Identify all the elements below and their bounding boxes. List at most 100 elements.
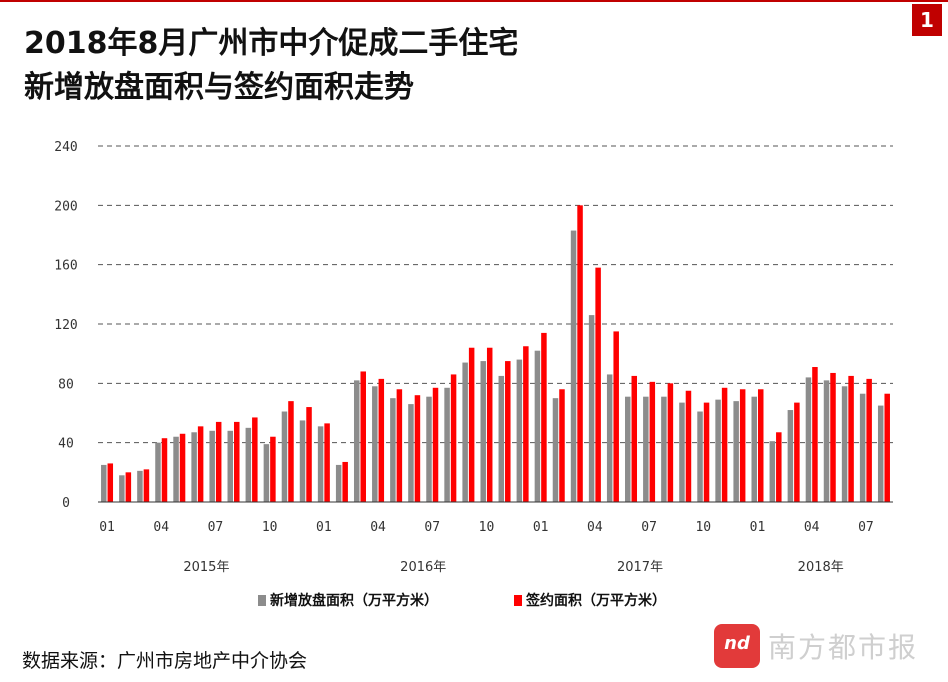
bar-signed bbox=[866, 378, 872, 502]
bar-signed bbox=[812, 367, 818, 502]
bar-new-listing bbox=[625, 396, 631, 502]
chart-title-line-2: 新增放盘面积与签约面积走势 bbox=[24, 70, 414, 105]
x-tick-label: 04 bbox=[587, 520, 603, 535]
bar-signed bbox=[830, 372, 836, 502]
legend-label: 签约面积（万平方米） bbox=[525, 592, 666, 609]
bar-new-listing bbox=[426, 396, 432, 502]
bar-new-listing bbox=[408, 404, 414, 502]
bar-signed bbox=[884, 393, 890, 502]
bar-signed bbox=[595, 267, 601, 502]
bar-signed bbox=[234, 421, 240, 502]
x-tick-label: 07 bbox=[858, 520, 874, 535]
bar-new-listing bbox=[859, 393, 866, 502]
bar-new-listing bbox=[353, 380, 360, 502]
bar-new-listing bbox=[209, 430, 215, 502]
newspaper-watermark: nd 南方都市报 bbox=[714, 624, 936, 670]
bar-signed bbox=[486, 347, 493, 502]
bar-signed bbox=[848, 375, 854, 502]
x-tick-label: 07 bbox=[424, 520, 440, 535]
bar-new-listing bbox=[877, 405, 884, 502]
bar-signed bbox=[667, 383, 674, 502]
x-tick-label: 04 bbox=[370, 520, 386, 535]
bar-signed bbox=[324, 423, 330, 502]
x-year-label: 2015年 bbox=[183, 560, 229, 575]
y-tick-label: 160 bbox=[54, 259, 77, 274]
bar-signed bbox=[215, 421, 222, 502]
bar-new-listing bbox=[191, 432, 197, 502]
bar-new-listing bbox=[769, 441, 776, 502]
bar-new-listing bbox=[805, 377, 812, 502]
bar-signed bbox=[559, 389, 565, 502]
bar-new-listing bbox=[317, 426, 324, 502]
newspaper-name: 南方都市报 bbox=[768, 631, 919, 664]
x-tick-label: 01 bbox=[99, 520, 115, 535]
x-tick-label: 01 bbox=[750, 520, 766, 535]
bar-signed bbox=[613, 331, 619, 502]
bar-new-listing bbox=[498, 375, 505, 502]
bar-signed bbox=[179, 433, 186, 502]
y-tick-label: 240 bbox=[54, 140, 77, 155]
x-tick-label: 10 bbox=[695, 520, 711, 535]
chart-title-line-1: 2018年8月广州市中介促成二手住宅 bbox=[24, 26, 519, 61]
bar-new-listing bbox=[390, 398, 396, 502]
bar-new-listing bbox=[263, 444, 270, 502]
x-year-label: 2018年 bbox=[798, 560, 844, 575]
bar-new-listing bbox=[751, 396, 757, 502]
y-tick-label: 120 bbox=[54, 318, 77, 333]
bar-new-listing bbox=[679, 402, 685, 502]
top-rule bbox=[0, 0, 948, 2]
bar-signed bbox=[523, 346, 529, 502]
bar-new-listing bbox=[552, 398, 559, 502]
bar-new-listing bbox=[606, 374, 613, 502]
bar-signed bbox=[288, 401, 294, 502]
bar-signed bbox=[252, 417, 258, 502]
y-tick-label: 0 bbox=[62, 496, 70, 511]
bar-new-listing bbox=[173, 436, 179, 502]
bar-signed bbox=[414, 395, 421, 502]
x-year-label: 2016年 bbox=[400, 560, 446, 575]
bar-new-listing bbox=[137, 470, 143, 502]
bar-new-listing bbox=[119, 475, 125, 502]
bar-new-listing bbox=[480, 361, 486, 502]
bar-new-listing bbox=[534, 350, 541, 502]
x-tick-label: 07 bbox=[641, 520, 657, 535]
bar-signed bbox=[306, 407, 312, 502]
bar-new-listing bbox=[155, 442, 161, 502]
x-tick-label: 01 bbox=[316, 520, 332, 535]
bar-new-listing bbox=[588, 315, 595, 502]
y-tick-label: 80 bbox=[58, 377, 74, 392]
bar-new-listing bbox=[841, 386, 848, 502]
x-tick-label: 01 bbox=[533, 520, 549, 535]
bar-signed bbox=[396, 389, 403, 502]
bar-signed bbox=[468, 347, 475, 502]
bar-signed bbox=[342, 461, 348, 502]
bar-new-listing bbox=[733, 401, 739, 502]
bar-signed bbox=[378, 378, 385, 502]
bar-signed bbox=[270, 436, 276, 502]
bar-new-listing bbox=[444, 387, 450, 502]
bar-new-listing bbox=[101, 464, 107, 502]
legend-label: 新增放盘面积（万平方米） bbox=[270, 592, 438, 609]
bar-new-listing bbox=[516, 359, 523, 502]
bar-new-listing bbox=[299, 420, 306, 502]
bar-signed bbox=[125, 472, 132, 502]
bar-signed bbox=[721, 387, 728, 502]
x-tick-label: 10 bbox=[479, 520, 495, 535]
bar-new-listing bbox=[245, 427, 252, 502]
x-tick-label: 07 bbox=[208, 520, 224, 535]
data-source-note: 数据来源：广州市房地产中介协会 bbox=[22, 650, 308, 672]
bar-new-listing bbox=[715, 399, 721, 502]
x-tick-label: 10 bbox=[262, 520, 278, 535]
bar-signed bbox=[649, 381, 656, 502]
legend-swatch bbox=[514, 595, 522, 606]
bar-new-listing bbox=[462, 362, 468, 502]
bar-new-listing bbox=[372, 386, 378, 502]
bar-signed bbox=[794, 402, 800, 502]
page-number-badge: 1 bbox=[912, 4, 942, 36]
bar-new-listing bbox=[335, 464, 342, 502]
bar-new-listing bbox=[787, 410, 794, 502]
newspaper-logo-icon: nd bbox=[714, 624, 760, 668]
x-year-label: 2017年 bbox=[617, 560, 663, 575]
legend-swatch bbox=[258, 595, 266, 606]
